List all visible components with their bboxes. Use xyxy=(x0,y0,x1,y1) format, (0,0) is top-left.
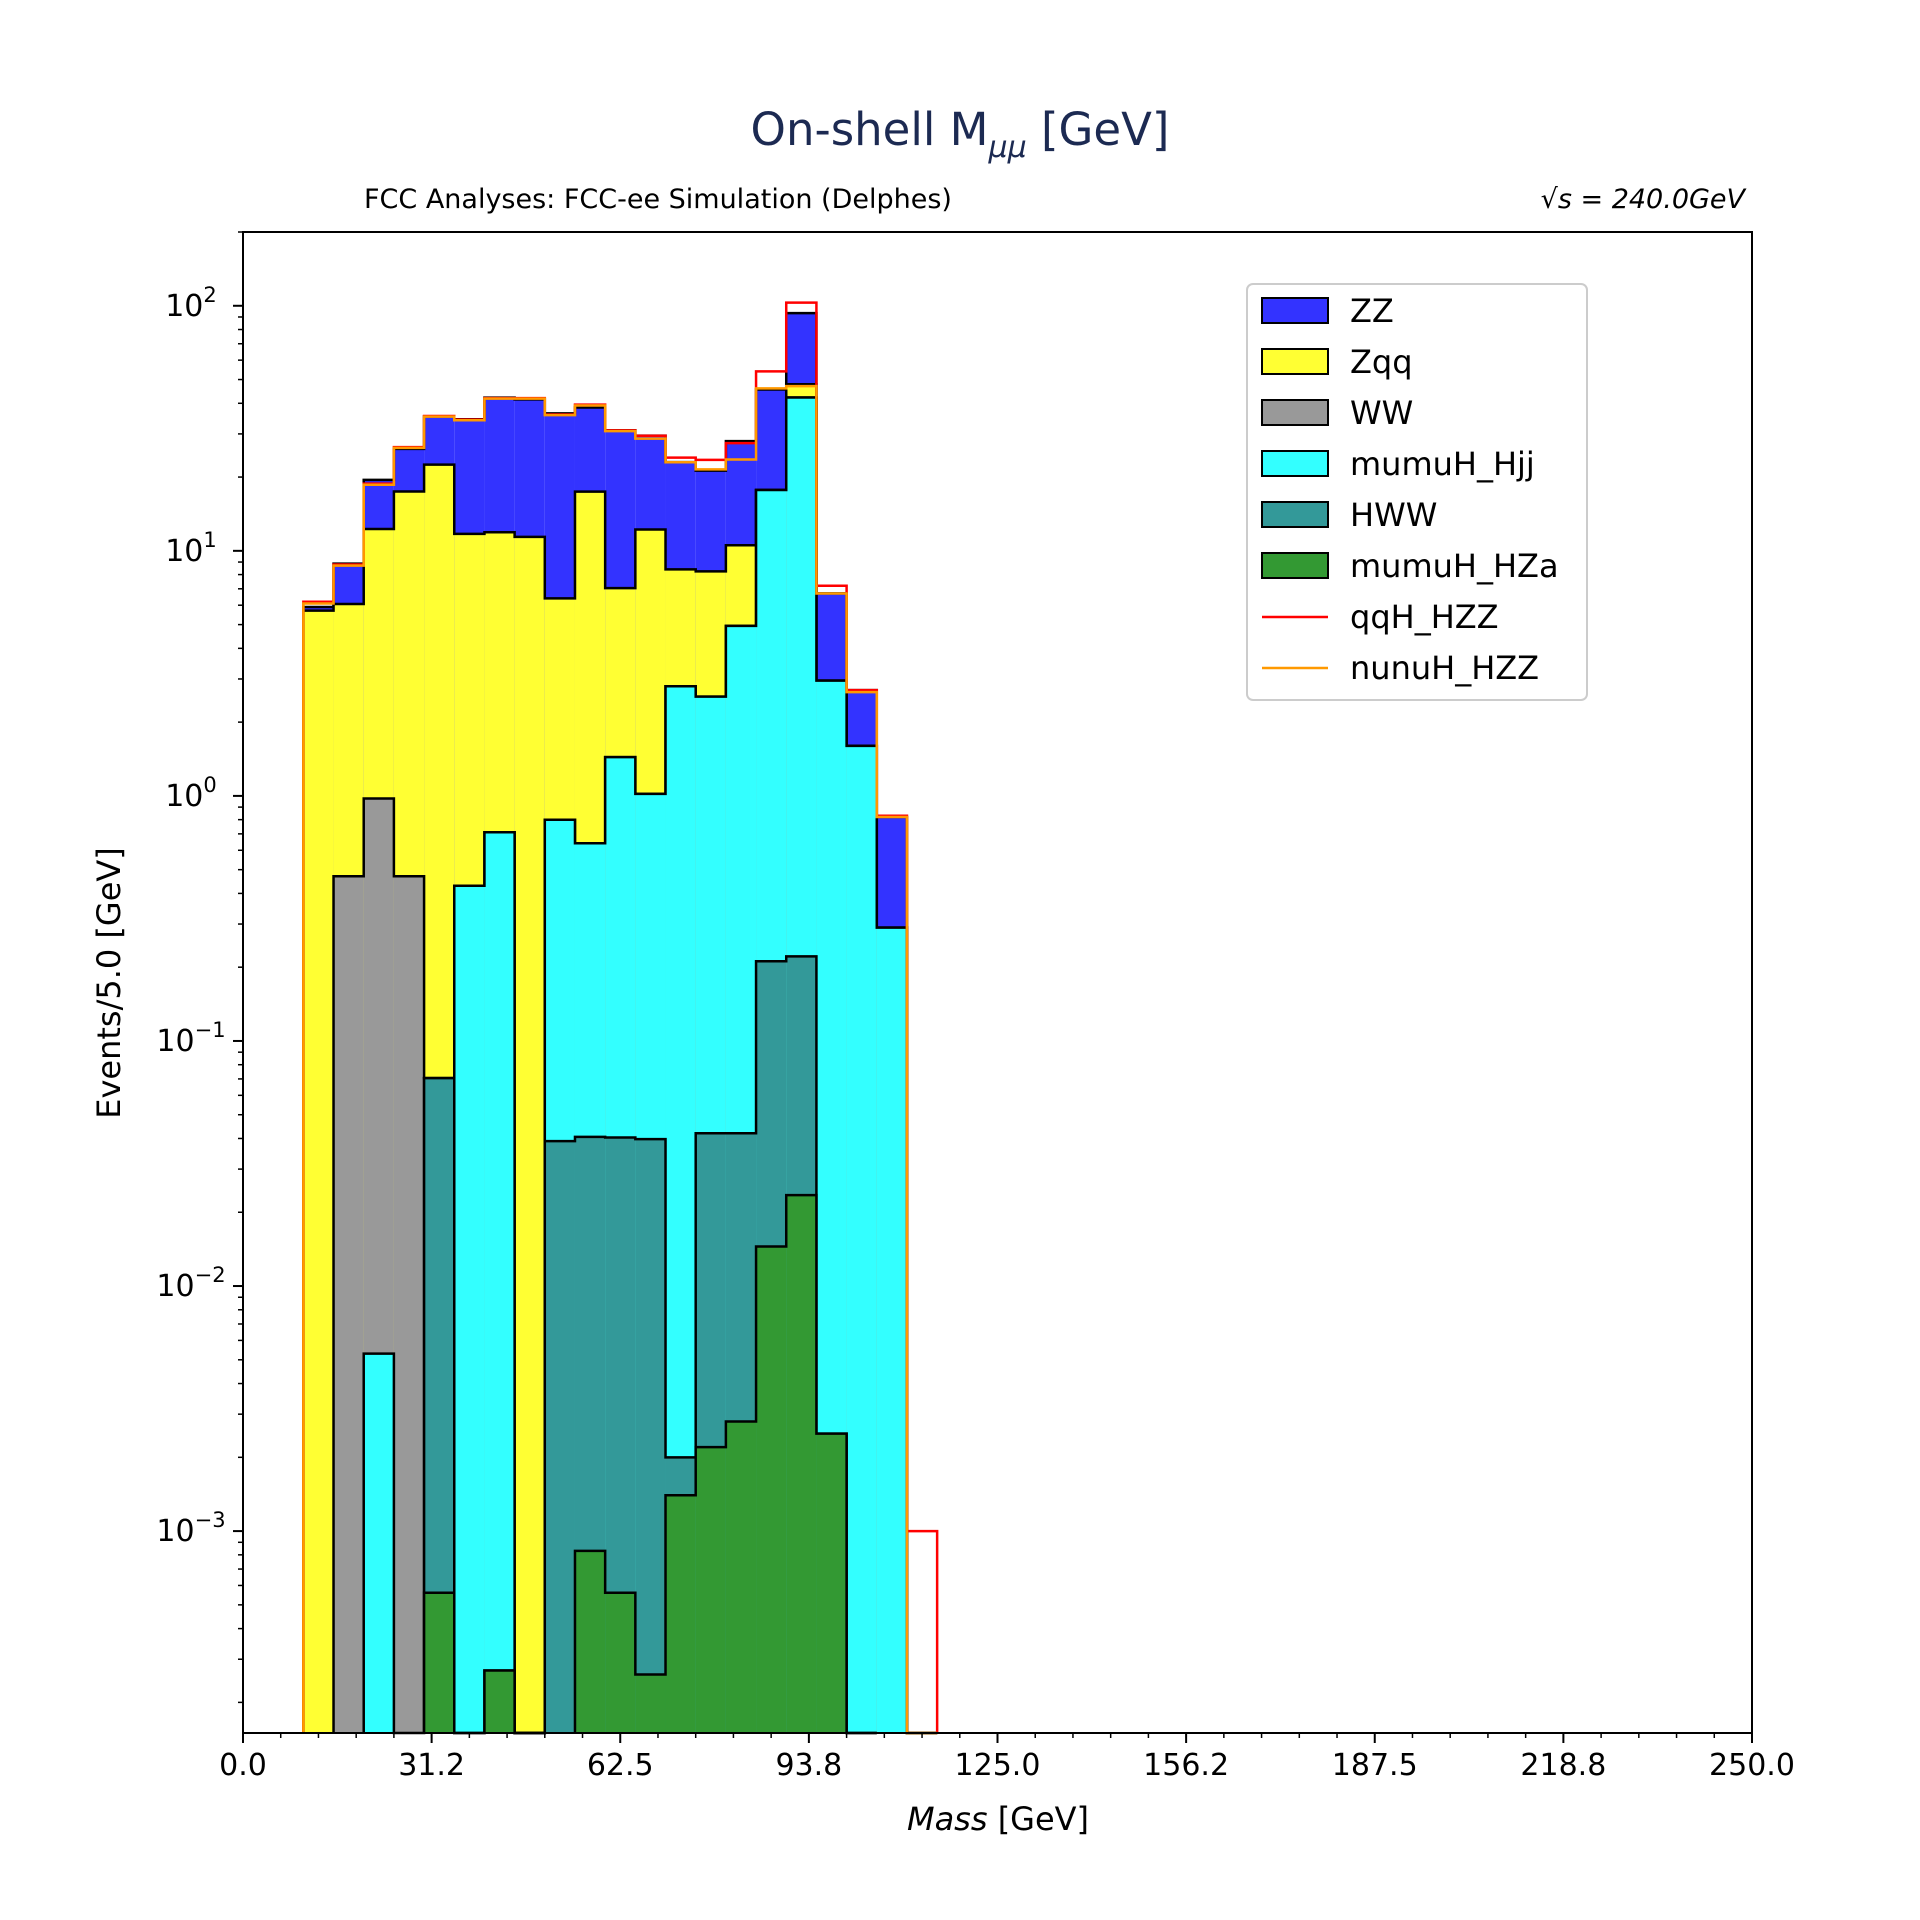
bar-mumuh-hjj xyxy=(454,885,485,1733)
chart-title-main: On-shell M xyxy=(751,103,989,156)
bar-mumuh-hjj xyxy=(876,927,907,1733)
x-tick-label: 0.0 xyxy=(219,1748,267,1783)
bar-mumuh-hjj xyxy=(484,832,515,1733)
bar-zqq xyxy=(514,536,545,1733)
y-tick-label: 10−1 xyxy=(156,1018,225,1059)
outline-mumuh-hjj xyxy=(362,396,938,1735)
x-tick-label: 250.0 xyxy=(1709,1748,1795,1783)
x-tick-label: 187.5 xyxy=(1332,1748,1418,1783)
bar-hww xyxy=(544,1141,575,1733)
x-tick-label: 62.5 xyxy=(587,1748,654,1783)
bar-mumuh-hza xyxy=(695,1447,726,1733)
x-tick-label: 93.8 xyxy=(775,1748,842,1783)
legend-label-nunuh-hzz: nunuH_HZZ xyxy=(1350,649,1539,687)
bar-hww xyxy=(635,1139,666,1733)
legend-swatch-ww xyxy=(1261,399,1329,426)
bar-mumuh-hza xyxy=(635,1674,666,1733)
chart-title-subscript: μμ xyxy=(988,130,1027,165)
bar-mumuh-hza xyxy=(574,1550,606,1733)
bar-mumuh-hza xyxy=(605,1592,636,1733)
x-axis: 0.0 31.2 62.5 93.8 125.0 156.2 187.5 218.8 250.0 xyxy=(219,1733,1795,1783)
x-tick-label: 156.2 xyxy=(1143,1748,1229,1783)
bar-mumuh-hza xyxy=(786,1195,817,1733)
legend-swatch-mumuh-hza xyxy=(1261,552,1329,579)
bar-mumuh-hza xyxy=(725,1421,757,1733)
bar-mumuh-hjj xyxy=(846,745,877,1733)
bar-mumuh-hza xyxy=(665,1495,696,1733)
plot-content xyxy=(302,301,939,1735)
x-tick-label: 125.0 xyxy=(955,1748,1041,1783)
bar-mumuh-hza xyxy=(484,1670,515,1733)
legend-swatch-zqq xyxy=(1261,348,1329,375)
legend-swatch-mumuh-hjj xyxy=(1261,450,1329,477)
x-tick-label: 218.8 xyxy=(1520,1748,1606,1783)
legend-label-zz: ZZ xyxy=(1350,292,1394,330)
x-tick-label: 31.2 xyxy=(398,1748,465,1783)
subtitle-left: FCC Analyses: FCC-ee Simulation (Delphes… xyxy=(364,184,952,215)
legend-label-qqh-hzz: qqH_HZZ xyxy=(1350,598,1499,636)
series-mumuh-hza xyxy=(422,1193,877,1735)
bar-zqq xyxy=(303,610,334,1733)
y-tick-label: 100 xyxy=(165,773,217,814)
bar-mumuh-hza xyxy=(424,1592,455,1733)
y-tick-label: 102 xyxy=(165,283,217,324)
subtitle-right: √s = 240.0GeV xyxy=(1541,184,1748,215)
y-axis-label: Events/5.0 [GeV] xyxy=(90,847,128,1119)
x-axis-label: Mass [GeV] xyxy=(907,1800,1089,1838)
legend-box xyxy=(1246,283,1588,701)
legend-label-ww: WW xyxy=(1350,394,1413,432)
chart-title-suffix: [GeV] xyxy=(1027,103,1170,156)
y-tick-label: 10−2 xyxy=(156,1263,225,1304)
line-nunuh-hzz xyxy=(302,384,938,1735)
bar-ww xyxy=(393,876,425,1733)
chart-title: On-shell Mμμ [GeV] xyxy=(751,103,1170,165)
legend-label-zqq: Zqq xyxy=(1350,343,1413,381)
bar-ww xyxy=(333,876,364,1733)
legend: ZZ Zqq WW mumuH_Hjj HWW mumuH_HZa qqH_HZZ nunuH… xyxy=(1246,283,1588,701)
y-tick-label: 10−3 xyxy=(156,1508,225,1549)
legend-swatch-hww xyxy=(1261,501,1329,528)
legend-label-mumuh-hza: mumuH_HZa xyxy=(1350,547,1559,585)
legend-label-hww: HWW xyxy=(1350,496,1437,534)
y-axis: 10−3 10−2 10−1 100 101 102 xyxy=(156,231,243,1704)
bar-mumuh-hza xyxy=(756,1246,787,1733)
y-tick-label: 101 xyxy=(165,528,217,569)
legend-label-mumuh-hjj: mumuH_Hjj xyxy=(1350,445,1535,483)
legend-swatch-zz xyxy=(1261,297,1329,324)
bar-mumuh-hza xyxy=(816,1433,847,1733)
bar-mumuh-hjj xyxy=(363,1353,394,1733)
